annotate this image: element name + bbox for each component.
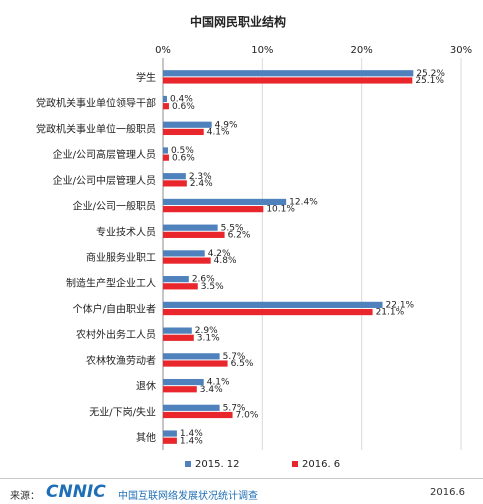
category-label: 专业技术人员 [96,225,156,238]
bar [163,206,264,213]
data-label: 4.1% [207,378,230,388]
category-label: 党政机关事业单位领导干部 [36,97,156,110]
data-label: 2.9% [195,326,218,336]
data-label: 4.1% [207,128,230,138]
data-label: 3.5% [201,282,224,292]
data-label: 7.0% [236,411,259,421]
data-label: 0.5% [171,146,194,156]
data-label: 10.1% [266,205,295,215]
data-label: 2.4% [190,179,213,189]
data-label: 12.4% [289,198,318,208]
legend-swatch [292,461,298,467]
category-label: 无业/下岗/失业 [89,405,156,418]
data-label: 5.7% [223,403,246,413]
x-tick-label: 20% [351,45,373,56]
data-label: 25.1% [415,76,444,86]
data-label: 6.2% [228,230,251,240]
category-label: 制造生产型企业工人 [66,277,156,290]
bar [163,128,204,136]
data-label: 0.6% [172,102,195,112]
bar [163,404,220,411]
bar [163,257,211,264]
bar [163,173,186,180]
category-label: 企业/公司高层管理人员 [53,148,156,161]
bar [163,250,205,257]
bar [163,77,413,84]
cnnic-logo: CNNIC [46,482,106,502]
bar [163,334,194,341]
category-label: 个体户/自由职业者 [73,302,156,315]
legend: 2015. 12 2016. 6 [185,459,340,470]
category-label: 退休 [136,381,156,393]
bar [163,437,177,444]
bar [163,121,212,128]
category-label: 企业/公司中层管理人员 [53,174,156,187]
data-label: 22.1% [386,300,415,310]
data-label: 5.7% [223,352,246,362]
bar-chart: 中国网民职业结构 0% 10% 20% 30% 学生党政机关事业单位领导干部党政机关事… [36,14,472,470]
report-date: 2016.6 [430,487,465,498]
legend-label: 2016. 6 [302,459,340,470]
data-label: 2.6% [192,275,215,285]
x-tick-label: 30% [450,45,472,56]
bar [163,386,197,393]
bar [163,353,220,360]
data-label: 5.5% [221,223,244,233]
bar [163,103,169,110]
category-label: 党政机关事业单位一般职员 [36,122,156,135]
data-label: 21.1% [376,308,405,318]
source-label: 来源： [10,491,40,502]
data-label: 1.4% [180,429,203,439]
bars [163,70,414,444]
bar [163,276,189,283]
footer: 来源： CNNIC 中国互联网络发展状况统计调查 2016.6 [0,478,483,504]
data-label: 4.2% [208,249,231,259]
bar [163,430,177,437]
category-label: 企业/公司一般职员 [73,200,156,213]
survey-name: 中国互联网络发展状况统计调查 [118,491,258,502]
bar [163,180,187,187]
x-tick-label: 10% [251,45,273,56]
legend-label: 2015. 12 [195,459,240,470]
bar [163,95,167,103]
category-label: 商业服务业职工 [86,251,156,264]
bar [163,231,225,238]
bar [163,70,414,77]
x-tick-label: 0% [155,45,171,56]
category-label: 农村外出务工人员 [76,328,156,341]
data-label: 4.8% [214,256,237,266]
bar [163,327,192,334]
bar [163,147,168,154]
category-label: 农林牧渔劳动者 [86,354,156,367]
bar [163,360,228,367]
data-label: 25.2% [416,69,445,79]
legend-swatch [185,461,191,467]
bar [163,308,373,316]
data-label: 4.9% [215,120,238,130]
data-label: 6.5% [231,359,254,369]
data-labels: 25.2%25.1%0.4%0.6%4.9%4.1%0.5%0.6%2.3%2.… [170,69,445,446]
data-label: 3.1% [197,333,220,343]
bar [163,283,198,290]
data-label: 1.4% [180,436,203,446]
data-label: 0.6% [172,153,195,163]
chart-title: 中国网民职业结构 [190,14,286,29]
bar [163,154,169,161]
bar [163,301,383,308]
category-label: 学生 [136,71,156,84]
bar [163,224,218,231]
bar [163,378,204,386]
bar [163,198,287,206]
category-labels: 学生党政机关事业单位领导干部党政机关事业单位一般职员企业/公司高层管理人员企业/… [36,71,156,444]
data-label: 0.4% [170,95,193,105]
category-label: 其他 [136,431,156,444]
data-label: 3.4% [200,385,223,395]
bar [163,411,233,419]
data-label: 2.3% [189,172,212,182]
